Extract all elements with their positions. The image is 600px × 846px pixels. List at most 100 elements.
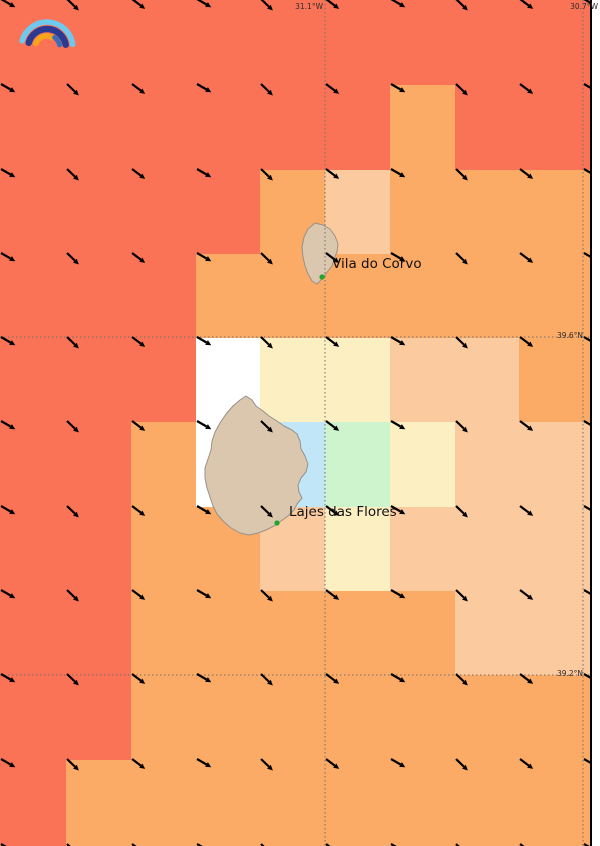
wind-arrow-icon (455, 83, 468, 96)
wind-arrow-icon (196, 0, 212, 8)
grid-cell (455, 338, 519, 422)
grid-cell (325, 0, 390, 85)
wind-arrow-icon (0, 83, 16, 93)
wind-arrow-icon (66, 758, 79, 771)
grid-cell (455, 422, 519, 507)
grid-cell (390, 507, 455, 591)
logo-arc (52, 34, 63, 48)
grid-cell (131, 675, 196, 760)
grid-cell (519, 760, 583, 846)
grid-cell (196, 0, 260, 85)
grid-cell (519, 85, 583, 170)
wind-arrow-icon (196, 758, 212, 768)
grid-cell (583, 507, 590, 591)
wind-arrow-icon (390, 758, 406, 768)
grid-cell (325, 591, 390, 675)
wind-arrow-icon (0, 168, 16, 178)
wind-arrow-icon (390, 252, 406, 262)
wind-arrow-icon (131, 758, 146, 769)
logo-arc (19, 19, 76, 48)
wind-arrow-icon (325, 673, 340, 684)
wind-arrow-icon (0, 843, 7, 846)
grid-cell (66, 338, 131, 422)
wind-arrow-icon (390, 83, 406, 93)
wind-arrow-icon (519, 505, 534, 516)
grid-cell (583, 170, 590, 254)
grid-cell (66, 0, 131, 85)
wind-arrow-icon (325, 589, 340, 600)
wind-arrow-icon (519, 758, 534, 769)
wind-arrow-icon (325, 336, 340, 347)
wind-arrow-icon (260, 0, 273, 11)
grid-cell (519, 591, 583, 675)
wind-arrow-icon (66, 336, 79, 349)
grid-cell (390, 675, 455, 760)
grid-cell (0, 85, 66, 170)
wind-arrow-icon (131, 673, 146, 684)
wind-arrow-icon (583, 589, 590, 595)
grid-cell (390, 0, 455, 85)
grid-cell (196, 170, 260, 254)
wind-arrow-icon (196, 843, 203, 846)
grid-cell (390, 338, 455, 422)
wind-arrow-icon (583, 673, 590, 679)
grid-cell (325, 760, 390, 846)
logo-arc (25, 25, 69, 48)
wind-arrow-icon (583, 420, 590, 426)
wind-arrow-icon (131, 505, 146, 516)
wind-arrow-icon (583, 168, 590, 174)
grid-cell (455, 507, 519, 591)
wind-arrow-icon (260, 758, 273, 771)
wind-arrow-icon (583, 758, 590, 764)
grid-cell (519, 422, 583, 507)
wind-arrow-icon (390, 843, 397, 846)
grid-cell (0, 0, 66, 85)
wind-arrow-icon (325, 505, 340, 516)
wind-arrow-icon (0, 420, 16, 430)
wind-arrow-icon (519, 589, 534, 600)
grid-cell (0, 675, 66, 760)
wind-arrow-icon (260, 252, 273, 265)
grid-cell (583, 760, 590, 846)
grid-cell (325, 254, 390, 338)
grid-cell (583, 0, 590, 85)
grid-cell (583, 85, 590, 170)
wind-arrow-icon (196, 168, 212, 178)
wind-arrow-icon (66, 673, 79, 686)
grid-cell (131, 591, 196, 675)
wind-arrow-icon (390, 336, 406, 346)
wind-arrow-icon (0, 589, 16, 599)
grid-cell (0, 338, 66, 422)
wind-arrow-icon (131, 843, 137, 846)
grid-cell (260, 760, 325, 846)
wind-arrow-icon (260, 83, 273, 96)
grid-cell (0, 507, 66, 591)
place-dot (319, 274, 325, 280)
wind-arrow-icon (131, 420, 146, 431)
wind-arrow-icon (325, 83, 340, 94)
grid-cell (260, 338, 325, 422)
wind-arrow-icon (390, 589, 406, 599)
wind-arrow-icon (455, 252, 468, 265)
grid-cell (325, 507, 390, 591)
wind-arrow-icon (66, 252, 79, 265)
wind-arrow-icon (0, 0, 16, 8)
wind-arrow-icon (66, 505, 79, 518)
grid-cell (260, 591, 325, 675)
grid-cell (455, 760, 519, 846)
grid-cell (583, 422, 590, 507)
grid-cell (519, 338, 583, 422)
wind-arrow-icon (66, 0, 79, 11)
wind-arrow-icon (0, 336, 16, 346)
grid-cell (131, 422, 196, 507)
wind-arrow-icon (66, 83, 79, 96)
wind-arrow-icon (196, 505, 212, 515)
wind-arrow-icon (131, 0, 146, 9)
grid-cell (0, 422, 66, 507)
wind-arrow-icon (455, 420, 468, 433)
wind-arrow-icon (0, 673, 16, 683)
wind-arrow-icon (66, 843, 71, 846)
wind-arrow-icon (455, 758, 468, 771)
wind-arrow-icon (260, 505, 273, 518)
